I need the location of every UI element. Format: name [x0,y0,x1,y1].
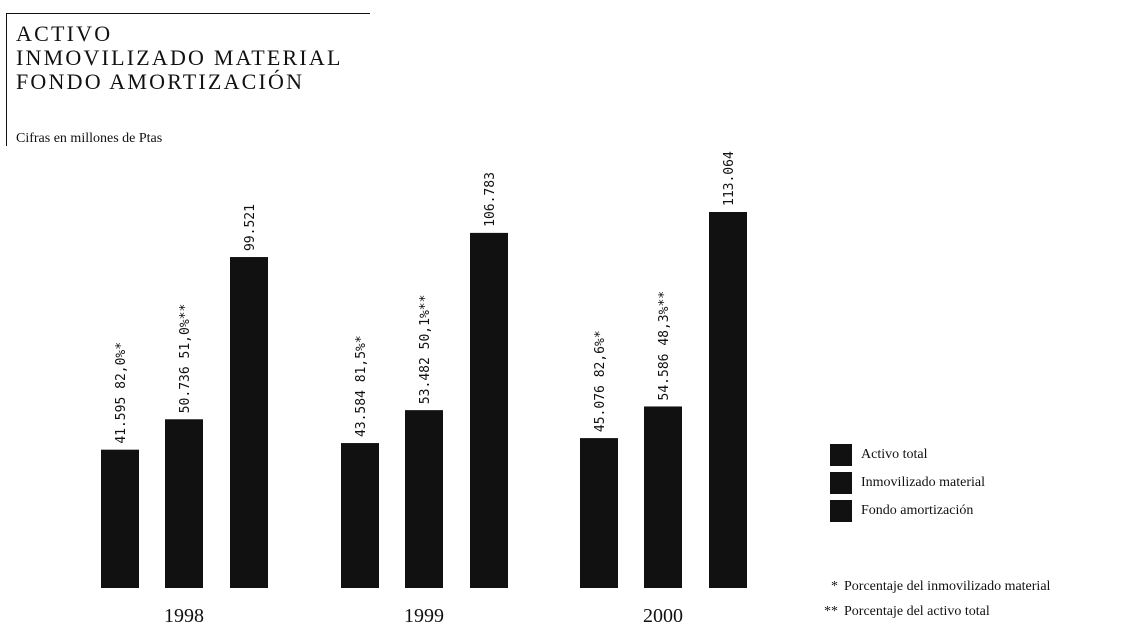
data-label-fondo-amortizacion-2000: 113.064 [722,151,737,206]
legend-item-activo-total: Activo total [830,441,985,469]
title-frame-top-rule [6,13,370,14]
footnotes: * Porcentaje del inmovilizado material **… [812,574,1050,624]
bar-fondo-amortizacion-1999 [470,232,508,588]
bar-fondo-amortizacion-1998 [230,257,268,588]
data-label-fondo-amortizacion-1998: 99.521 [243,204,258,251]
title-line-2: INMOVILIZADO MATERIAL [16,45,343,70]
bar-activo-total-1999 [341,443,379,588]
bar-inmovilizado-material-1999 [405,410,443,588]
legend-item-inmovilizado-material: Inmovilizado material [830,469,985,497]
title-line-3: FONDO AMORTIZACIÓN [16,69,305,94]
title-line-1: ACTIVO [16,21,113,46]
footnote-text: Porcentaje del activo total [844,604,990,619]
legend-swatch-inmovilizado-material [830,472,852,494]
legend-swatch-activo-total [830,444,852,466]
chart-subtitle: Cifras en millones de Ptas [16,131,163,146]
x-tick-label-1999: 1999 [404,605,444,627]
data-label-inmovilizado-material-1998: 50.736 51,0%** [178,304,193,414]
footnote-mark: * [831,579,838,594]
legend-label-inmovilizado-material: Inmovilizado material [861,475,986,490]
data-label-fondo-amortizacion-1999: 106.783 [483,172,498,227]
bar-inmovilizado-material-2000 [644,406,682,588]
legend-swatch-fondo-amortizacion [830,500,852,522]
data-label-activo-total-1999: 43.584 81,5%* [354,335,369,437]
bar-fondo-amortizacion-2000 [709,212,747,588]
title-frame-left-rule [6,13,7,146]
bar-inmovilizado-material-1998 [165,419,203,588]
footnote-single-asterisk: * Porcentaje del inmovilizado material [812,574,1050,599]
legend-item-fondo-amortizacion: Fondo amortización [830,497,985,525]
footnote-text: Porcentaje del inmovilizado material [844,579,1051,594]
legend-label-fondo-amortizacion: Fondo amortización [861,503,974,518]
footnote-mark: ** [824,604,838,619]
legend: Activo total Inmovilizado material Fondo… [830,441,985,525]
x-tick-label-2000: 2000 [643,605,683,627]
bar-activo-total-2000 [580,438,618,588]
data-label-inmovilizado-material-2000: 54.586 48,3%** [657,291,672,401]
footnote-double-asterisk: ** Porcentaje del activo total [812,599,1050,624]
x-tick-label-1998: 1998 [164,605,204,627]
data-label-activo-total-2000: 45.076 82,6%* [593,330,608,432]
data-label-inmovilizado-material-1999: 53.482 50,1%** [418,295,433,405]
data-label-activo-total-1998: 41.595 82,0%* [114,342,129,444]
legend-label-activo-total: Activo total [861,447,928,462]
chart-title: ACTIVO INMOVILIZADO MATERIAL FONDO AMORT… [16,22,343,94]
bar-activo-total-1998 [101,449,139,588]
